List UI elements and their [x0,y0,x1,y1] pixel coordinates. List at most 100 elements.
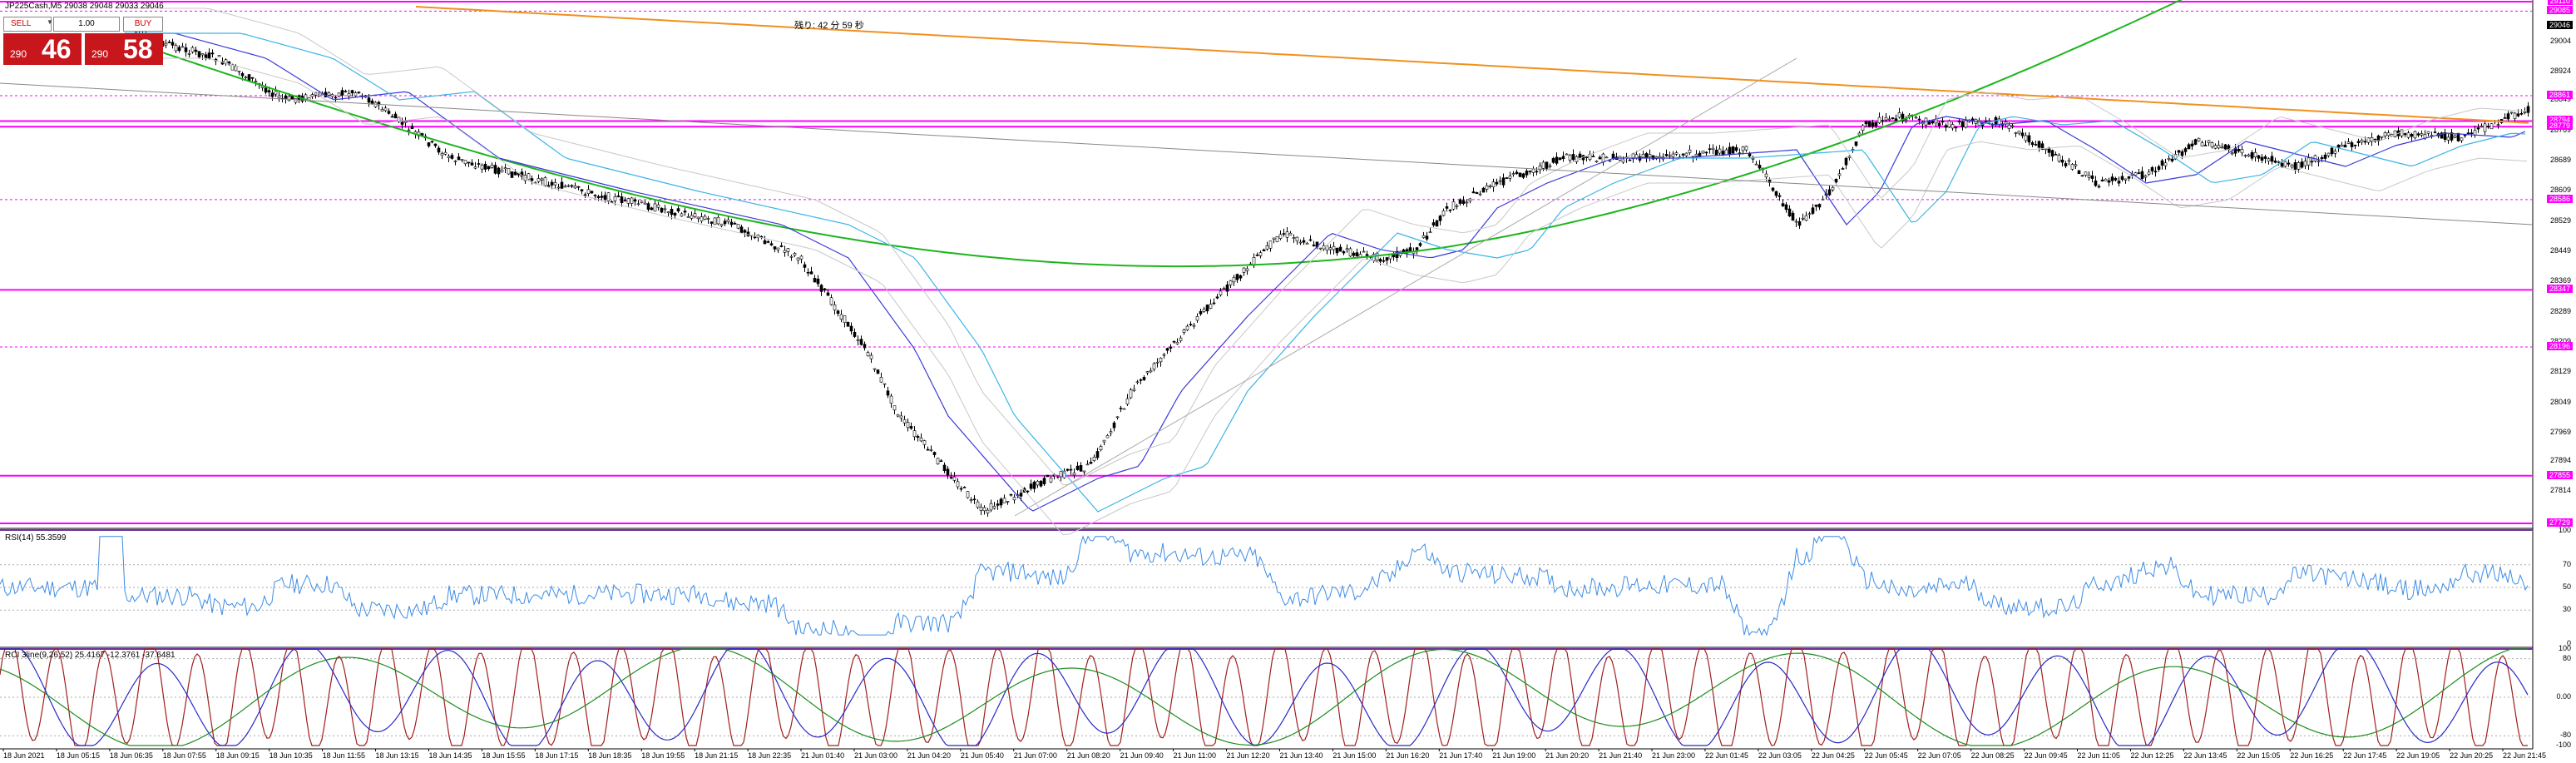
candle-body [580,189,584,191]
candle-body [2489,123,2494,130]
candle-body [1561,156,1565,160]
candle-body [1478,193,1482,196]
candle-body [1784,204,1788,211]
bar-countdown: 残り: 42 分 59 秒 [794,21,864,31]
candle-body [889,395,893,404]
candle-body [683,211,687,213]
candle-body [1272,237,1276,240]
candle-body [1471,191,1476,194]
candle-body [1708,148,1712,150]
candle-body [1711,147,1715,150]
candle-body [270,92,274,97]
candle-body [640,201,644,203]
time-axis-label: 21 Jun 15:00 [1332,751,1377,760]
candle-body [1135,381,1140,384]
candle-body [2509,111,2514,114]
candle-body [2250,151,2254,159]
candle-body [2087,175,2091,178]
candle-body [2406,132,2410,138]
candle-body [2020,132,2025,136]
candle-body [1827,189,1832,196]
candle-body [367,97,371,103]
candle-body [2303,161,2307,166]
time-axis-label: 21 Jun 20:20 [1545,751,1590,760]
candle-body [2400,129,2404,136]
candle-body [700,216,704,222]
candle-body [1751,158,1755,160]
candle-body [606,192,611,201]
candle-body [660,207,664,213]
candle-body [2203,145,2208,146]
candle-body [467,161,471,164]
candle-body [1342,251,1346,254]
candle-body [1092,456,1096,461]
candle-body [1791,212,1795,221]
time-axis-label: 18 Jun 2021 [3,751,45,760]
candle-body [2470,132,2474,135]
lot-size-input[interactable]: 1.00 [53,17,120,32]
buy-price-button[interactable]: 290 58 [85,33,163,65]
candle-body [2326,152,2331,156]
time-axis-label: 21 Jun 01:40 [801,751,845,760]
candle-body [703,216,707,220]
candle-body [543,177,547,186]
candle-body [633,199,637,202]
candle-body [2426,131,2430,134]
price-tag: 28586 [2546,194,2573,203]
candle-body [1072,473,1076,476]
time-axis-label: 22 Jun 12:25 [2130,751,2174,760]
candle-body [500,170,504,173]
buy-button[interactable]: BUY [123,17,163,32]
candle-body [646,203,650,211]
lot-down-arrow-icon[interactable]: ▼ [47,18,53,26]
time-axis-label: 22 Jun 19:05 [2396,751,2440,760]
time-axis-label: 22 Jun 20:25 [2450,751,2494,760]
time-axis-label: 21 Jun 07:00 [1013,751,1057,760]
candle-body [1704,151,1708,154]
candle-body [1555,156,1559,164]
rci-mid-line [0,648,2529,746]
candle-body [2210,142,2214,147]
candle-body [1485,185,1489,190]
candle-body [1461,200,1466,204]
candle-body [736,224,740,229]
candle-body [1105,435,1110,438]
candle-body [1721,151,1725,156]
candle-body [234,66,238,72]
candle-body [719,224,724,226]
candle-body [1219,290,1223,295]
candle-body [2127,176,2131,179]
candle-body [1059,471,1063,478]
candle-body [2260,156,2264,161]
price-axis-label: 28289 [2549,306,2571,315]
candle-body [184,47,188,52]
candle-body [1179,337,1183,341]
time-axis-label: 21 Jun 19:00 [1492,751,1536,760]
candle-body [1169,346,1173,349]
sell-button[interactable]: SELL [3,17,52,32]
candle-body [2476,127,2480,130]
candle-body [1145,371,1150,374]
candle-body [2463,134,2467,136]
candle-body [200,53,205,56]
candle-body [2074,164,2078,166]
candle-body [583,194,587,196]
candle-body [853,331,857,337]
time-axis-label: 18 Jun 07:55 [162,751,206,760]
candle-body [383,107,388,111]
candle-body [1149,369,1153,373]
time-axis-label: 22 Jun 17:45 [2343,751,2387,760]
candle-body [1531,168,1535,173]
candle-body [1325,245,1329,251]
candle-body [1701,150,1705,154]
candle-body [650,207,654,211]
sell-price-button[interactable]: 290 46 [3,33,82,65]
candle-body [2140,171,2144,179]
candle-body [686,216,690,218]
candle-body [2460,137,2464,141]
candle-body [813,278,817,283]
candle-body [1209,304,1213,309]
candle-body [1212,302,1216,305]
candle-body [2193,139,2198,145]
